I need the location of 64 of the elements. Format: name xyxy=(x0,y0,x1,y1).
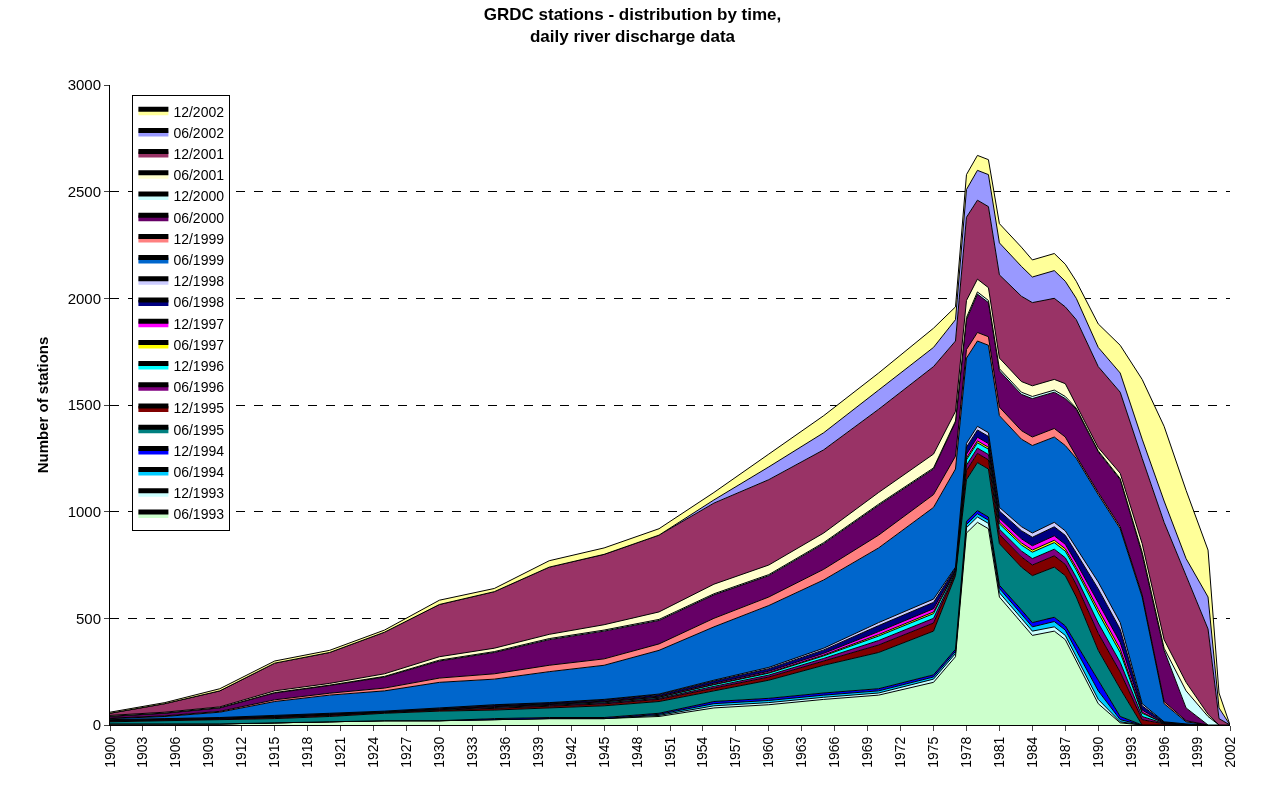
legend-label: 06/1994 xyxy=(173,464,225,481)
legend-label: 06/1996 xyxy=(173,379,225,396)
legend-label: 06/2002 xyxy=(173,124,225,141)
legend-label: 12/1995 xyxy=(173,400,225,417)
y-tick-label: 2000 xyxy=(67,289,101,307)
x-tick-label: 1921 xyxy=(332,736,349,768)
y-tick-label: 1000 xyxy=(67,502,101,520)
x-tick-label: 1939 xyxy=(529,736,546,768)
legend-label: 06/2000 xyxy=(173,209,225,226)
x-tick-label: 1993 xyxy=(1122,736,1139,768)
x-tick-label: 1963 xyxy=(793,736,810,768)
x-tick-label: 1909 xyxy=(200,736,217,768)
x-tick-label: 2002 xyxy=(1221,736,1238,768)
y-axis-title: Number of stations xyxy=(33,336,51,474)
legend-label: 06/1999 xyxy=(173,252,225,269)
y-tick-label: 500 xyxy=(75,609,101,627)
x-tick-label: 1957 xyxy=(727,736,744,768)
legend-label: 06/1998 xyxy=(173,294,225,311)
x-tick-label: 1981 xyxy=(990,736,1007,768)
legend-label: 12/1994 xyxy=(173,442,225,459)
x-tick-label: 1912 xyxy=(233,736,250,768)
legend-label: 12/1999 xyxy=(173,230,225,247)
legend-label: 06/1995 xyxy=(173,421,225,438)
legend-label: 12/1997 xyxy=(173,315,225,332)
y-tick-label: 2500 xyxy=(67,182,101,200)
x-tick-label: 1966 xyxy=(826,736,843,768)
legend-label: 12/1996 xyxy=(173,358,225,375)
x-tick-label: 1915 xyxy=(266,736,283,768)
x-tick-label: 1900 xyxy=(101,736,118,768)
chart-title: GRDC stations - distribution by time, daily river discharge data xyxy=(483,4,782,46)
x-tick-label: 1978 xyxy=(958,736,975,768)
y-tick-label: 1500 xyxy=(67,396,101,414)
legend-label: 06/1993 xyxy=(173,506,225,523)
legend-label: 12/2000 xyxy=(173,188,225,205)
x-tick-label: 1906 xyxy=(167,736,184,768)
x-tick-label: 1933 xyxy=(463,736,480,768)
x-tick-label: 1927 xyxy=(398,736,415,768)
x-tick-label: 1987 xyxy=(1056,736,1073,768)
y-tick-label: 3000 xyxy=(67,76,101,94)
legend-label: 12/2002 xyxy=(173,103,225,120)
legend-label: 12/2001 xyxy=(173,146,225,163)
x-tick-label: 1960 xyxy=(760,736,777,768)
legend-label: 06/1997 xyxy=(173,336,225,353)
x-tick-label: 1936 xyxy=(496,736,513,768)
legend-label: 06/2001 xyxy=(173,167,225,184)
x-tick-label: 1924 xyxy=(365,736,382,768)
legend-label: 12/1998 xyxy=(173,273,225,290)
x-tick-label: 1990 xyxy=(1089,736,1106,768)
legend-label: 12/1993 xyxy=(173,485,225,502)
x-tick-label: 1999 xyxy=(1188,736,1205,768)
x-tick-label: 1984 xyxy=(1023,736,1040,768)
x-tick-label: 1951 xyxy=(661,736,678,768)
x-tick-label: 1975 xyxy=(925,736,942,768)
x-tick-label: 1945 xyxy=(595,736,612,768)
x-tick-label: 1996 xyxy=(1155,736,1172,768)
x-tick-label: 1942 xyxy=(562,736,579,768)
x-tick-label: 1972 xyxy=(892,736,909,768)
x-tick-label: 1954 xyxy=(694,736,711,768)
x-tick-label: 1969 xyxy=(859,736,876,768)
x-tick-label: 1918 xyxy=(299,736,316,768)
y-tick-label: 0 xyxy=(92,716,101,734)
x-tick-label: 1948 xyxy=(628,736,645,768)
x-tick-label: 1930 xyxy=(430,736,447,768)
x-tick-label: 1903 xyxy=(134,736,151,768)
